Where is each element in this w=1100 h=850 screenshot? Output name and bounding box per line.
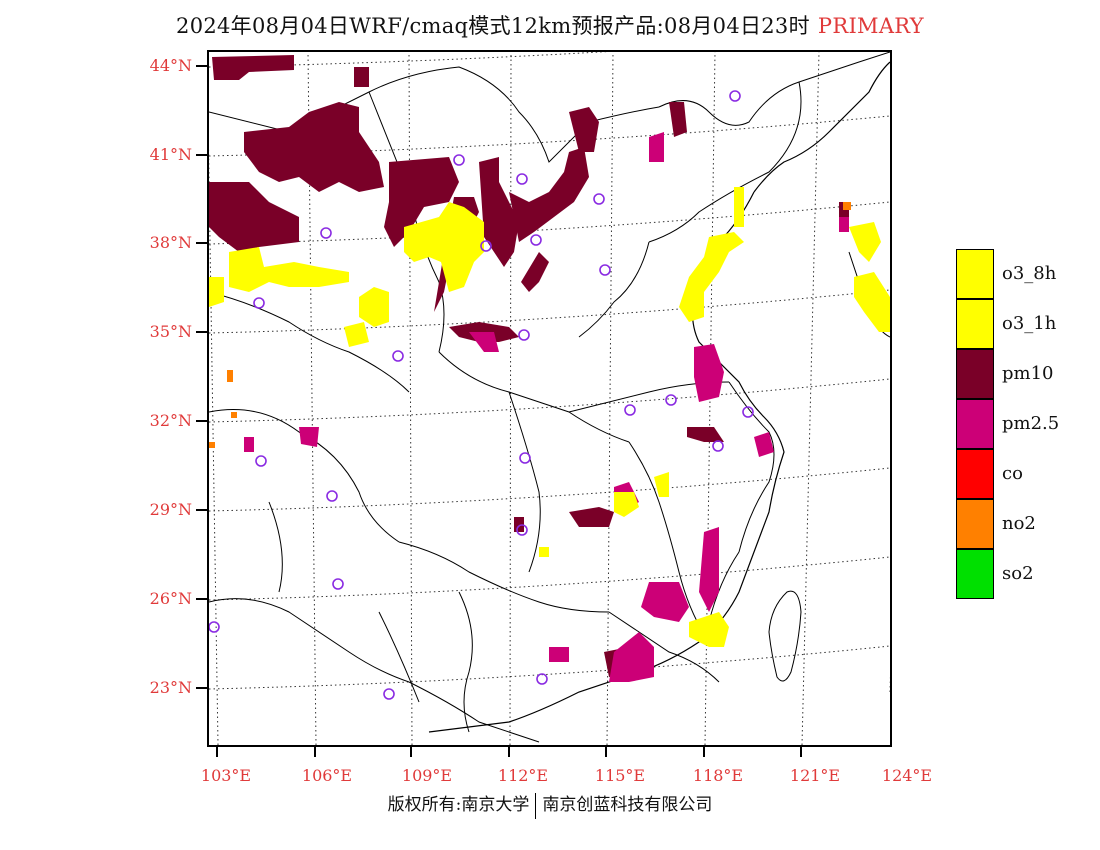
lon-tick	[703, 747, 705, 757]
legend-swatch	[956, 249, 994, 299]
forecast-map	[207, 50, 892, 747]
legend-swatch	[956, 499, 994, 549]
copyright-owner: 版权所有:南京大学	[387, 795, 530, 815]
station-markers	[209, 90, 754, 700]
lat-label-32: 32°N	[149, 411, 192, 430]
lon-label-112: 112°E	[497, 766, 549, 785]
pm10-areas	[209, 55, 849, 677]
lon-label-118: 118°E	[692, 766, 744, 785]
legend-label: pm2.5	[1002, 413, 1060, 434]
lon-tick	[314, 747, 316, 757]
lat-tick	[196, 598, 207, 600]
lon-tick	[216, 747, 218, 757]
lat-label-35: 35°N	[149, 322, 192, 341]
lat-tick	[196, 242, 207, 244]
lon-label-106: 106°E	[301, 766, 353, 785]
map-canvas	[209, 52, 890, 745]
lon-tick	[800, 747, 802, 757]
lat-tick	[196, 331, 207, 333]
lat-label-26: 26°N	[149, 589, 192, 608]
pm25-areas	[244, 132, 849, 682]
legend-swatch	[956, 549, 994, 599]
lon-tick	[410, 747, 412, 757]
legend-swatch	[956, 299, 994, 349]
lat-tick	[196, 420, 207, 422]
lat-label-41: 41°N	[149, 145, 192, 164]
legend-label: co	[1002, 463, 1023, 484]
title-primary-tag: PRIMARY	[817, 14, 924, 38]
legend-label: o3_8h	[1002, 263, 1057, 284]
lat-tick	[196, 509, 207, 511]
o3-areas	[209, 187, 890, 647]
coastline	[428, 191, 785, 733]
lat-tick	[196, 154, 207, 156]
taiwan-outline	[768, 590, 802, 682]
legend-swatch	[956, 449, 994, 499]
no2-areas	[209, 202, 851, 448]
lon-label-115: 115°E	[594, 766, 646, 785]
lat-tick	[196, 687, 207, 689]
legend-label: no2	[1002, 513, 1036, 534]
lon-label-124: 124°E	[881, 766, 933, 785]
copyright-divider	[535, 792, 537, 819]
lon-tick	[508, 747, 510, 757]
title-text: 2024年08月04日WRF/cmaq模式12km预报产品:08月04日23时	[176, 14, 810, 38]
legend-swatch	[956, 399, 994, 449]
lat-tick	[196, 65, 207, 67]
lat-label-44: 44°N	[149, 56, 192, 75]
latitude-grid	[209, 52, 890, 690]
legend-label: so2	[1002, 563, 1034, 584]
lon-label-103: 103°E	[200, 766, 252, 785]
copyright-company: 南京创蓝科技有限公司	[542, 795, 713, 815]
legend-swatch	[956, 349, 994, 399]
legend-label: pm10	[1002, 363, 1054, 384]
copyright-line: 版权所有:南京大学 南京创蓝科技有限公司	[0, 790, 1100, 819]
lat-label-23: 23°N	[149, 678, 192, 697]
lon-label-121: 121°E	[789, 766, 841, 785]
lon-tick	[605, 747, 607, 757]
lat-label-29: 29°N	[149, 500, 192, 519]
coastline-north	[753, 61, 890, 193]
legend-label: o3_1h	[1002, 313, 1057, 334]
lat-label-38: 38°N	[149, 233, 192, 252]
map-title: 2024年08月04日WRF/cmaq模式12km预报产品:08月04日23时 P…	[0, 10, 1100, 40]
lon-label-109: 109°E	[401, 766, 453, 785]
